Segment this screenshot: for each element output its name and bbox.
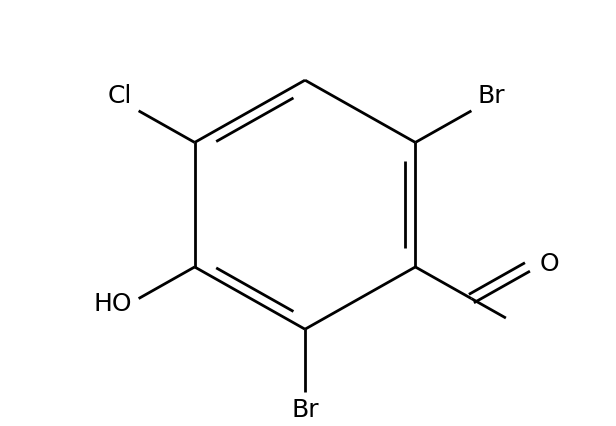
Text: O: O bbox=[540, 251, 559, 275]
Text: HO: HO bbox=[94, 291, 132, 315]
Text: Cl: Cl bbox=[108, 83, 132, 107]
Text: Br: Br bbox=[291, 397, 319, 420]
Text: Br: Br bbox=[477, 83, 505, 107]
